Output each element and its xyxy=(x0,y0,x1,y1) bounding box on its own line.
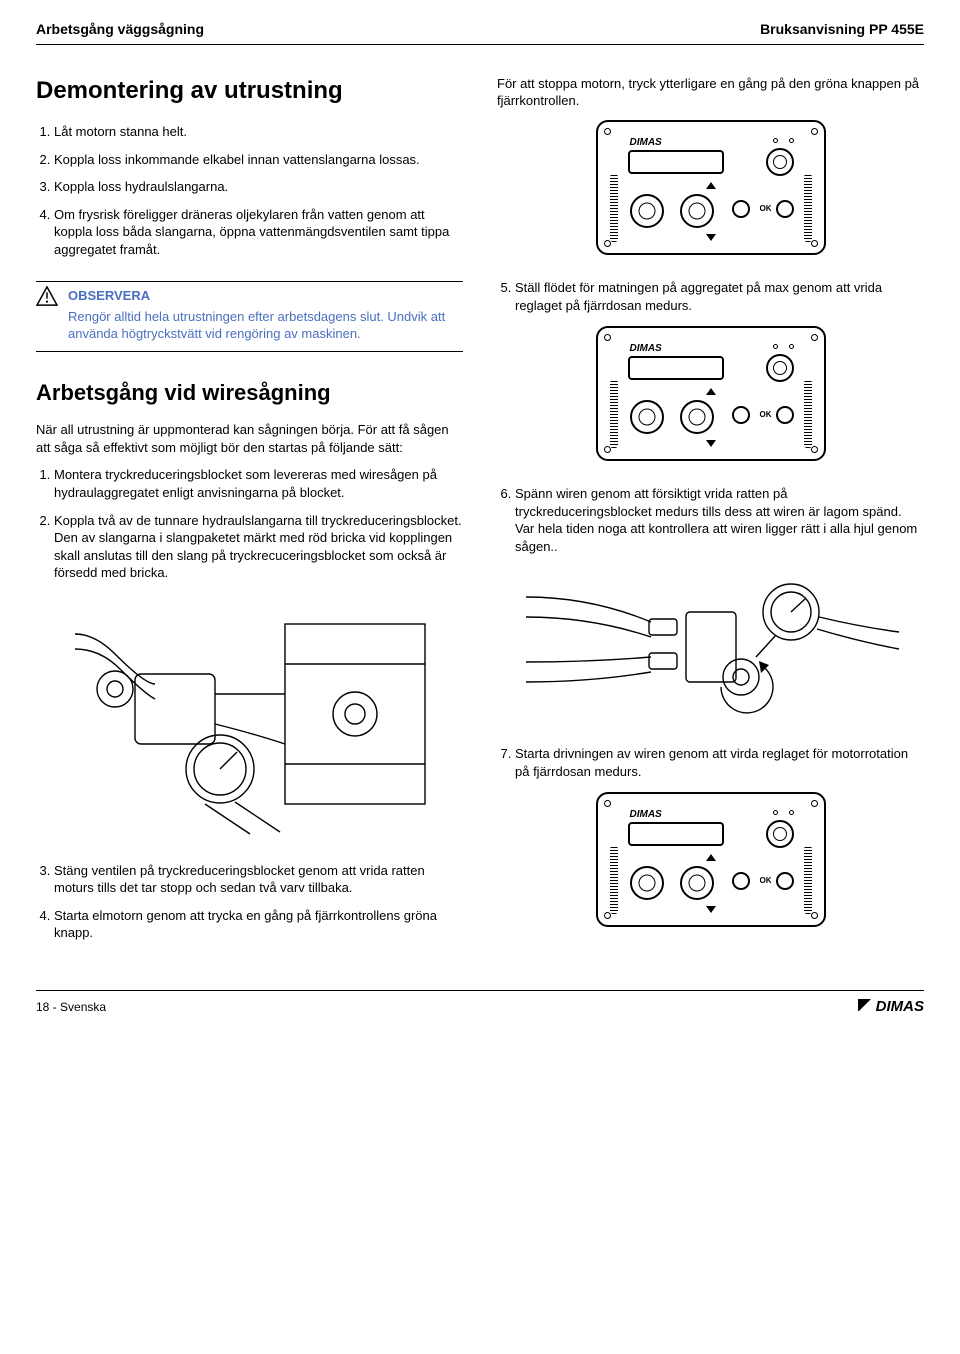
list-item: Koppla loss inkommande elkabel innan vat… xyxy=(54,151,463,169)
list-item: Låt motorn stanna helt. xyxy=(54,123,463,141)
panel-brand: DIMAS xyxy=(630,808,662,822)
page-header: Arbetsgång väggsågning Bruksanvisning PP… xyxy=(36,20,924,39)
list-item: Starta drivningen av wiren genom att vir… xyxy=(515,745,924,780)
notice-body: Rengör alltid hela utrustningen efter ar… xyxy=(36,308,463,351)
list-item: Koppla loss hydraulslangarna. xyxy=(54,178,463,196)
list-item: Ställ flödet för matningen på aggregatet… xyxy=(515,279,924,314)
header-left: Arbetsgång väggsågning xyxy=(36,20,204,39)
ok-label: OK xyxy=(760,876,772,887)
header-right: Bruksanvisning PP 455E xyxy=(760,20,924,39)
list-item: Montera tryckreduceringsblocket som leve… xyxy=(54,466,463,501)
dimas-logo: DIMAS xyxy=(858,997,924,1017)
left-column: Demontering av utrustning Låt motorn sta… xyxy=(36,75,463,954)
wire-tension-illustration xyxy=(497,567,924,727)
list-item: Om frysrisk föreligger dräneras oljekyla… xyxy=(54,206,463,259)
stop-motor-paragraph: För att stoppa motorn, tryck ytterligare… xyxy=(497,75,924,110)
control-panel-illustration: DIMAS OK xyxy=(497,120,924,255)
panel-brand: DIMAS xyxy=(630,136,662,150)
footer-rule xyxy=(36,990,924,991)
hydraulic-connection-illustration xyxy=(36,594,463,844)
notice-box: OBSERVERA Rengör alltid hela utrustninge… xyxy=(36,281,463,352)
right-column: För att stoppa motorn, tryck ytterligare… xyxy=(497,75,924,954)
ok-label: OK xyxy=(760,204,772,215)
step-5-list: Ställ flödet för matningen på aggregatet… xyxy=(497,279,924,314)
wiresagning-list-a: Montera tryckreduceringsblocket som leve… xyxy=(36,466,463,581)
section-heading-wiresagning: Arbetsgång vid wiresågning xyxy=(36,378,463,408)
list-item: Stäng ventilen på tryckreduceringsblocke… xyxy=(54,862,463,897)
control-panel-illustration: DIMAS OK xyxy=(497,792,924,927)
page-footer: 18 - Svenska DIMAS xyxy=(36,990,924,1017)
header-rule xyxy=(36,44,924,45)
content-columns: Demontering av utrustning Låt motorn sta… xyxy=(36,75,924,954)
step-7-list: Starta drivningen av wiren genom att vir… xyxy=(497,745,924,780)
warning-triangle-icon xyxy=(36,286,58,306)
control-panel-illustration: DIMAS OK xyxy=(497,326,924,461)
list-item: Spänn wiren genom att försiktigt vrida r… xyxy=(515,485,924,555)
wiresagning-list-b: Stäng ventilen på tryckreduceringsblocke… xyxy=(36,862,463,942)
list-item: Starta elmotorn genom att trycka en gång… xyxy=(54,907,463,942)
step-6-list: Spänn wiren genom att försiktigt vrida r… xyxy=(497,485,924,555)
panel-brand: DIMAS xyxy=(630,342,662,356)
intro-paragraph: När all utrustning är uppmonterad kan så… xyxy=(36,421,463,456)
section-heading-demontering: Demontering av utrustning xyxy=(36,75,463,107)
ok-label: OK xyxy=(760,410,772,421)
list-item: Koppla två av de tunnare hydraulslangarn… xyxy=(54,512,463,582)
page-number: 18 - Svenska xyxy=(36,999,106,1015)
demontering-list: Låt motorn stanna helt. Koppla loss inko… xyxy=(36,123,463,258)
notice-title: OBSERVERA xyxy=(68,287,150,305)
